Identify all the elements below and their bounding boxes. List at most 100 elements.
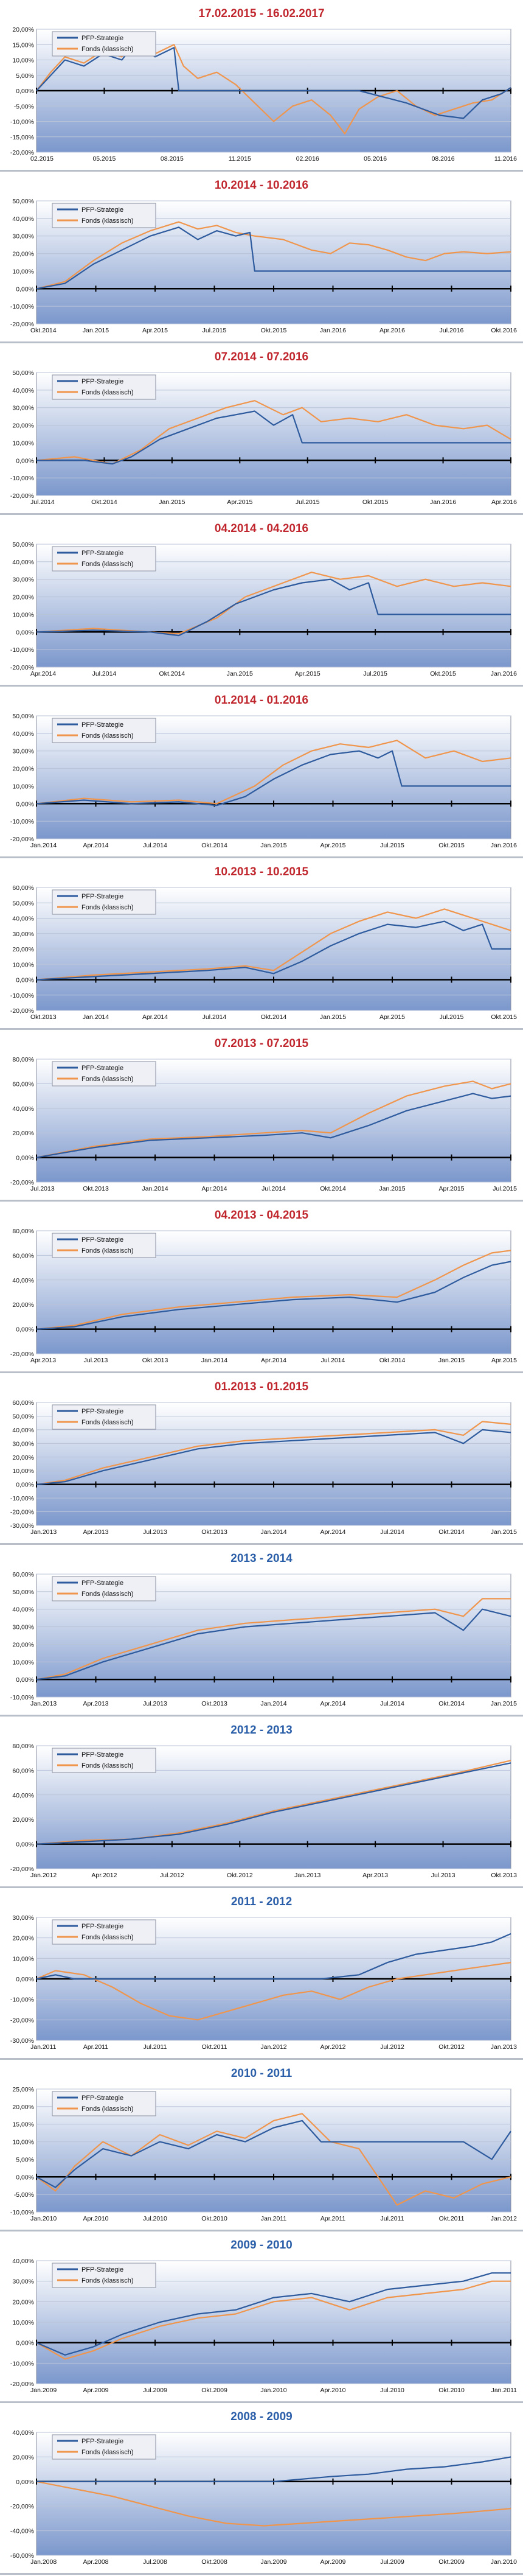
y-tick-label: 10,00%: [12, 57, 34, 65]
x-tick-label: Okt.2013: [201, 1700, 227, 1707]
legend-label-strategy: PFP-Strategie: [81, 378, 123, 385]
x-tick-label: Okt.2014: [30, 327, 57, 334]
chart-panel: 2013 - 2014 -10,00% 0,00% 10,00% 20,00% 30,00…: [0, 1545, 523, 1717]
x-tick-label: Okt.2011: [202, 2043, 227, 2051]
x-tick-label: Jul.2011: [381, 2215, 404, 2222]
chart-title: 2013 - 2014: [230, 1552, 293, 1565]
x-tick-label: Jan.2016: [430, 499, 456, 506]
strategy-series-line: [36, 41, 511, 119]
x-tick-label: Apr.2011: [320, 2215, 345, 2222]
chart-title: 04.2014 - 04.2016: [214, 522, 309, 535]
y-tick-label: 40,00%: [12, 215, 34, 223]
x-tick-label: Apr.2014: [142, 1013, 168, 1021]
y-tick-label: 20,00%: [12, 2454, 34, 2461]
x-tick-label: Jan.2015: [438, 1357, 465, 1364]
legend-label-strategy: PFP-Strategie: [81, 1751, 123, 1759]
x-tick-label: Apr.2015: [295, 670, 320, 677]
y-tick-label: 0,00%: [16, 2479, 34, 2486]
strategy-series-line: [36, 750, 511, 807]
legend-label-fund: Fonds (klassisch): [81, 389, 134, 396]
x-tick-label: Apr.2012: [91, 1872, 117, 1879]
x-tick-label: Okt.2014: [379, 1357, 406, 1364]
chart-panel: 07.2013 - 07.2015 -20,00% 0,00% 20,00% 40,00…: [0, 1030, 523, 1202]
x-tick-label: Jan.2014: [260, 1700, 286, 1707]
legend-label-fund: Fonds (klassisch): [81, 2277, 134, 2284]
y-tick-label: -5,00%: [14, 2191, 34, 2199]
x-tick-label: Jan.2014: [83, 1013, 109, 1021]
x-tick-label: Apr.2015: [491, 1357, 517, 1364]
legend-label-fund: Fonds (klassisch): [81, 561, 134, 568]
y-tick-label: -20,00%: [10, 1351, 34, 1358]
x-tick-label: Okt.2014: [159, 670, 185, 677]
y-tick-label: 0,00%: [16, 977, 34, 984]
y-tick-label: 40,00%: [12, 1792, 34, 1799]
y-tick-label: 10,00%: [12, 1955, 34, 1962]
x-tick-label: Jul.2014: [203, 1013, 227, 1021]
x-tick-label: Okt.2015: [438, 842, 465, 849]
y-tick-label: 80,00%: [12, 1743, 34, 1750]
x-tick-label: Apr.2013: [362, 1872, 388, 1879]
y-tick-label: 0,00%: [16, 800, 34, 808]
strategy-series-line: [36, 1429, 511, 1485]
y-tick-label: 30,00%: [12, 405, 34, 412]
x-tick-label: Okt.2014: [91, 499, 117, 506]
fund-series-line: [36, 1421, 511, 1485]
y-tick-label: 10,00%: [12, 2319, 34, 2326]
x-tick-label: Jan.2009: [30, 2387, 57, 2394]
legend-box: [52, 546, 156, 572]
x-tick-label: Jan.2016: [491, 842, 517, 849]
line-chart: -20,00% -10,00% 0,00% 10,00% 20,00% 30,00% 40,…: [10, 713, 517, 849]
x-tick-label: Jan.2015: [260, 842, 286, 849]
x-tick-label: Jul.2014: [262, 1185, 286, 1192]
x-tick-label: 11.2015: [229, 155, 251, 163]
y-tick-label: -30,00%: [10, 2037, 34, 2045]
x-tick-label: Jan.2012: [260, 2043, 286, 2051]
fund-series-line: [36, 2280, 511, 2360]
y-tick-label: -20,00%: [10, 1007, 34, 1015]
y-tick-label: -10,00%: [10, 992, 34, 999]
y-tick-label: -20,00%: [10, 836, 34, 843]
line-chart: -20,00% -10,00% 0,00% 10,00% 20,00% 30,00% 40,…: [10, 541, 517, 677]
y-tick-label: 0,00%: [16, 2340, 34, 2347]
x-tick-label: Jan.2011: [261, 2215, 287, 2222]
legend-label-strategy: PFP-Strategie: [81, 2266, 123, 2273]
y-tick-label: 40,00%: [12, 915, 34, 923]
x-tick-label: Jan.2014: [30, 842, 57, 849]
legend-label-fund: Fonds (klassisch): [81, 732, 134, 740]
x-tick-label: Apr.2015: [438, 1185, 464, 1192]
chart-title: 10.2014 - 10.2016: [214, 179, 309, 192]
legend-label-strategy: PFP-Strategie: [81, 550, 123, 557]
y-tick-label: -10,00%: [10, 1997, 34, 2004]
legend-label-fund: Fonds (klassisch): [81, 1762, 134, 1769]
strategy-series-line: [36, 226, 511, 290]
legend-box: [52, 1061, 156, 1087]
y-tick-label: 0,00%: [16, 629, 34, 636]
strategy-series-line: [36, 1608, 511, 1681]
x-tick-label: Jul.2014: [321, 1357, 345, 1364]
y-tick-label: 60,00%: [12, 1767, 34, 1774]
chart-title: 01.2013 - 01.2015: [214, 1381, 309, 1393]
legend-box: [52, 1404, 156, 1430]
y-tick-label: 20,00%: [12, 594, 34, 601]
chart-panel: 10.2013 - 10.2015 -20,00% -10,00% 0,00% 10,0…: [0, 858, 523, 1030]
line-chart: -20,00% 0,00% 20,00% 40,00% 60,00% 80,00% Apr.…: [10, 1228, 517, 1364]
chart-title: 17.02.2015 - 16.02.2017: [198, 7, 325, 20]
x-tick-label: Jan.2015: [159, 499, 185, 506]
x-tick-label: Apr.2014: [320, 1700, 345, 1707]
legend: PFP-Strategie Fonds (klassisch): [52, 1919, 156, 1945]
y-tick-label: 0,00%: [16, 1155, 34, 1162]
y-tick-label: 20,00%: [12, 1935, 34, 1942]
x-tick-label: Apr.2011: [83, 2043, 108, 2051]
chart-panel: 17.02.2015 - 16.02.2017 -20,00% -15,00% -10…: [0, 0, 523, 172]
y-tick-label: -30,00%: [10, 1522, 34, 1530]
x-tick-label: Okt.2009: [438, 2558, 465, 2566]
legend-label-strategy: PFP-Strategie: [81, 35, 123, 42]
y-tick-label: 60,00%: [12, 1571, 34, 1578]
x-tick-label: Jul.2013: [30, 1185, 55, 1192]
x-tick-label: 08.2015: [161, 155, 184, 163]
legend: PFP-Strategie Fonds (klassisch): [52, 1404, 156, 1430]
line-chart: -30,00% -20,00% -10,00% 0,00% 10,00% 20,00% 30…: [10, 1914, 517, 2051]
y-tick-label: 30,00%: [12, 1914, 34, 1922]
strategy-series-line: [36, 2272, 511, 2356]
